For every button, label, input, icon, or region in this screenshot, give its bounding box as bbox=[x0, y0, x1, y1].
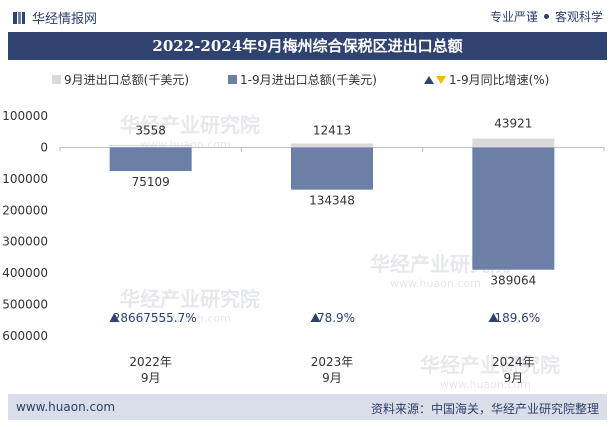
slogan-right: 客观科学 bbox=[554, 10, 603, 24]
x-axis: 2022年 9月 2023年 9月 2024年 9月 bbox=[59, 146, 605, 385]
growth-labels: 28667555.7% 78.9% 189.6% bbox=[109, 311, 540, 325]
y-tick-label: 600000 bbox=[2, 329, 48, 343]
bar-month-1 bbox=[291, 143, 373, 148]
legend-down-triangle-icon bbox=[436, 76, 446, 84]
legend: 9月进出口总额(千美元) 1-9月进出口总额(千美元) 1-9月同比增速(%) bbox=[52, 73, 549, 87]
bar-ytd-0 bbox=[109, 147, 192, 172]
growth-label: 28667555.7% bbox=[113, 311, 197, 325]
brand[interactable]: 华经情报网 bbox=[12, 8, 97, 27]
y-tick-label: 400000 bbox=[2, 266, 48, 280]
chart-title: 2022-2024年9月梅州综合保税区进出口总额 bbox=[152, 37, 463, 55]
y-tick-label: 200000 bbox=[2, 203, 48, 217]
legend-label-month: 9月进出口总额(千美元) bbox=[64, 73, 189, 87]
value-label-ytd: 134348 bbox=[309, 194, 355, 208]
legend-label-ytd: 1-9月进出口总额(千美元) bbox=[240, 73, 377, 87]
watermark-en: www.huaon.com bbox=[440, 378, 531, 391]
x-tick-label: 2023年 bbox=[311, 355, 354, 369]
y-tick-label: 0 bbox=[40, 140, 48, 154]
watermark-en: www.huaon.com bbox=[140, 312, 231, 325]
x-tick-label: 2024年 bbox=[492, 355, 535, 369]
x-tick-label: 9月 bbox=[141, 371, 161, 385]
bar-ytd-2 bbox=[472, 147, 555, 270]
x-tick-label: 2022年 bbox=[129, 355, 172, 369]
value-label-month: 3558 bbox=[135, 123, 166, 137]
footer: www.huaon.com 资料来源：中国海关，华经产业研究院整理 bbox=[8, 394, 607, 420]
y-tick-label: 100000 bbox=[2, 172, 48, 186]
y-axis: 100000 0 100000 200000 300000 400000 500000 600… bbox=[2, 109, 48, 343]
bar-month-0 bbox=[109, 144, 192, 146]
growth-label: 78.9% bbox=[317, 311, 355, 325]
slogan: 专业严谨 客观科学 bbox=[490, 8, 603, 25]
watermarks: 华经产业研究院www.huaon.com华经产业研究院www.huaon.com… bbox=[120, 113, 560, 391]
watermark-cn: 华经产业研究院 bbox=[120, 287, 260, 311]
up-triangle-icon bbox=[310, 313, 321, 322]
y-tick-label: 300000 bbox=[2, 235, 48, 249]
slogan-left: 专业严谨 bbox=[489, 10, 538, 24]
legend-swatch-month bbox=[52, 75, 61, 84]
data-labels: 3558 75109 12413 134348 43921 389064 bbox=[132, 117, 537, 288]
value-label-ytd: 389064 bbox=[490, 274, 536, 288]
watermark-cn: 华经产业研究院 bbox=[420, 353, 560, 377]
legend-label-growth: 1-9月同比增速(%) bbox=[449, 73, 549, 87]
footer-source: 资料来源：中国海关，华经产业研究院整理 bbox=[370, 402, 599, 416]
bars bbox=[109, 138, 555, 270]
brand-logo-icon bbox=[13, 11, 25, 24]
bullet-dot-icon bbox=[543, 14, 549, 19]
x-tick-label: 9月 bbox=[322, 371, 342, 385]
bar-ytd-1 bbox=[291, 147, 373, 190]
growth-label: 189.6% bbox=[494, 311, 540, 325]
top-bar: 华经情报网 专业严谨 客观科学 bbox=[0, 0, 615, 32]
legend-swatch-ytd bbox=[228, 75, 237, 84]
value-label-month: 12413 bbox=[313, 123, 351, 137]
footer-url[interactable]: www.huaon.com bbox=[16, 400, 116, 414]
up-triangle-icon bbox=[109, 313, 120, 322]
up-triangle-icon bbox=[488, 313, 499, 322]
value-label-month: 43921 bbox=[494, 117, 532, 131]
chart-area: 华经产业研究院www.huaon.com华经产业研究院www.huaon.com… bbox=[2, 73, 605, 391]
title-bar: 2022-2024年9月梅州综合保税区进出口总额 bbox=[8, 32, 607, 60]
watermark-cn: 华经产业研究院 bbox=[120, 113, 260, 137]
brand-name: 华经情报网 bbox=[32, 12, 98, 27]
y-tick-label: 100000 bbox=[2, 109, 48, 123]
legend-up-triangle-icon bbox=[424, 76, 434, 84]
watermark-en: www.huaon.com bbox=[390, 277, 481, 290]
y-tick-label: 500000 bbox=[2, 298, 48, 312]
x-tick-label: 9月 bbox=[504, 371, 524, 385]
value-label-ytd: 75109 bbox=[132, 175, 170, 189]
